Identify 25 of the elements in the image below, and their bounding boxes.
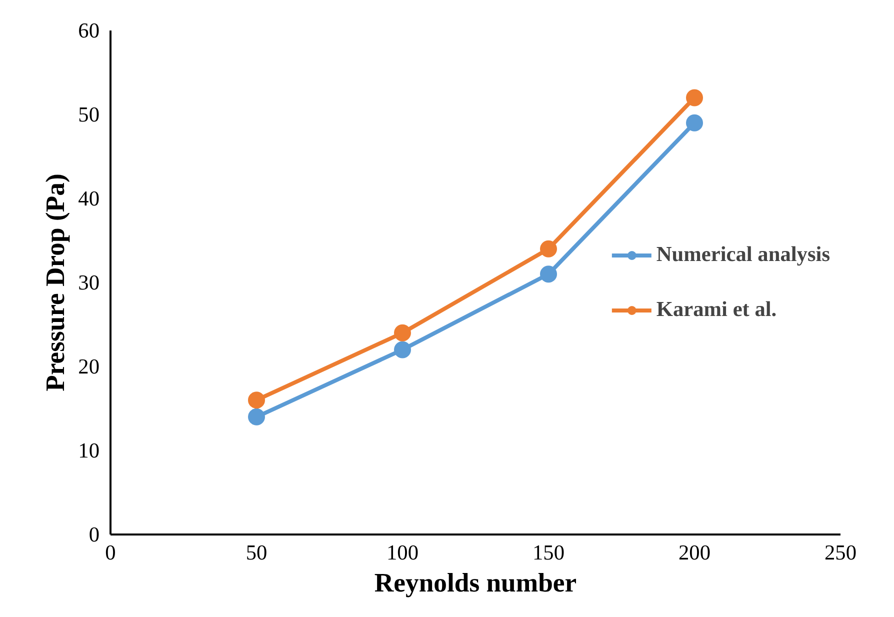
x-tick-label: 150 bbox=[532, 540, 565, 564]
point bbox=[394, 341, 411, 358]
y-tick-label: 20 bbox=[78, 354, 100, 378]
y-tick-label: 0 bbox=[88, 522, 100, 546]
y-tick-label: 50 bbox=[78, 102, 100, 126]
point bbox=[686, 89, 703, 106]
x-tick-label: 50 bbox=[246, 540, 268, 564]
y-axis-title: Pressure Drop (Pa) bbox=[40, 174, 70, 392]
x-tick-label: 200 bbox=[678, 540, 711, 564]
y-tick-label: 60 bbox=[78, 18, 100, 42]
x-tick-label: 250 bbox=[824, 540, 857, 564]
point bbox=[540, 240, 557, 258]
x-tick-label: 100 bbox=[386, 540, 419, 564]
y-tick-label: 40 bbox=[78, 186, 100, 210]
point bbox=[248, 392, 265, 409]
point bbox=[248, 408, 265, 426]
point bbox=[394, 324, 411, 342]
y-tick-label: 10 bbox=[78, 438, 100, 462]
legend-label: Numerical analysis bbox=[656, 242, 830, 267]
y-tick-label: 30 bbox=[78, 270, 100, 294]
point bbox=[540, 266, 557, 283]
legend-label: Karami et al. bbox=[656, 297, 777, 322]
x-axis-title: Reynolds number bbox=[374, 568, 577, 598]
x-tick-label: 0 bbox=[105, 540, 116, 564]
point bbox=[686, 114, 703, 132]
